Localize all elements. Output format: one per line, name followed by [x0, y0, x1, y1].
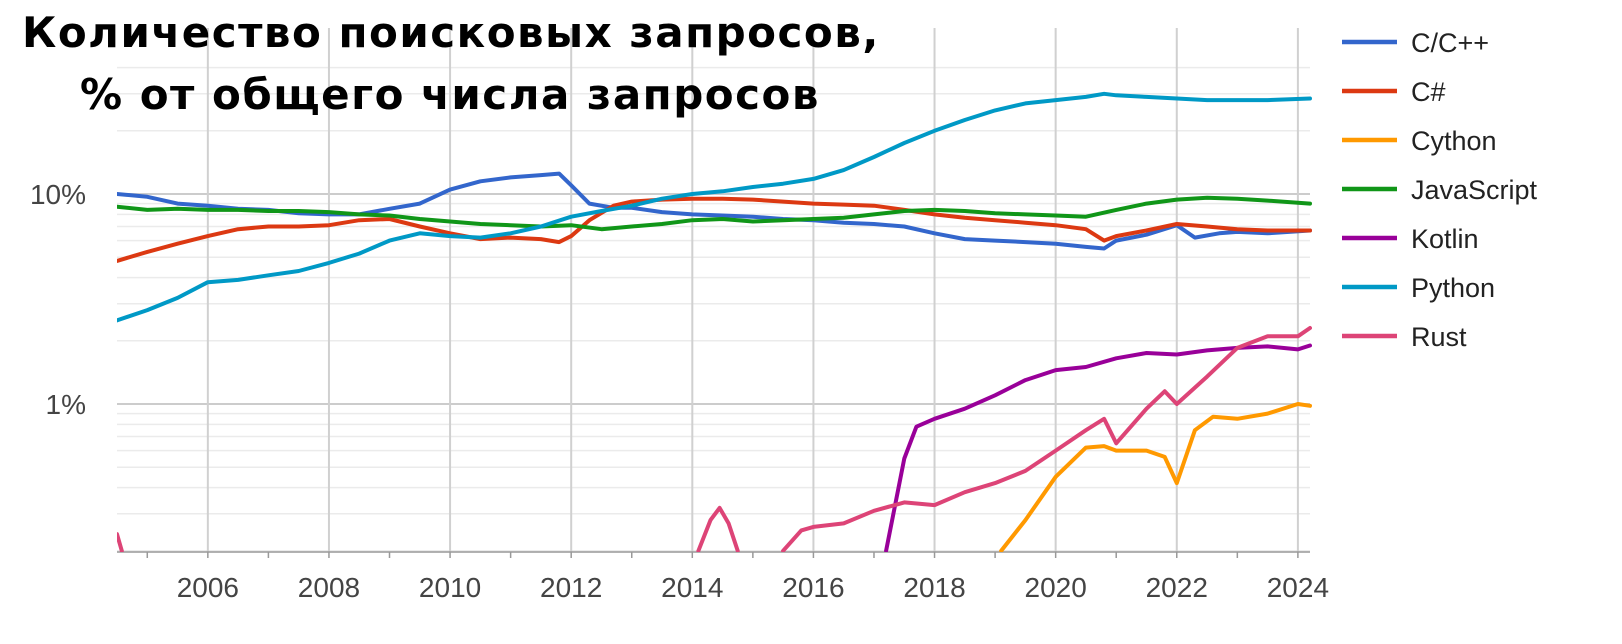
legend-label-c: C#	[1411, 77, 1446, 107]
x-tick-label: 2016	[782, 572, 844, 603]
series-line-rust	[696, 505, 740, 552]
y-tick-label: 1%	[46, 389, 86, 420]
legend-label-c-c: C/C++	[1411, 28, 1489, 58]
y-tick-label: 10%	[30, 179, 86, 210]
legend-label-javascript: JavaScript	[1411, 175, 1538, 205]
axes: 2006 2008 2010 2012 2014 2016 2018 2020 2022 2024…	[30, 179, 1329, 603]
legend-label-cython: Cython	[1411, 126, 1497, 156]
legend-label-kotlin: Kotlin	[1411, 224, 1479, 254]
series-line-javascript	[117, 195, 1312, 232]
series-line-c	[117, 196, 1312, 263]
x-tick-label: 2024	[1267, 572, 1329, 603]
series-line-rust	[781, 326, 1312, 552]
chart-title-line-1: Количество поисковых запросов,	[22, 8, 880, 57]
x-tick-label: 2014	[661, 572, 723, 603]
x-tick-label: 2012	[540, 572, 602, 603]
x-tick-label: 2010	[419, 572, 481, 603]
series-line-cython	[999, 402, 1312, 552]
x-tick-label: 2020	[1025, 572, 1087, 603]
x-tick-label: 2006	[177, 572, 239, 603]
series-line-kotlin	[884, 343, 1312, 552]
x-tick-label: 2008	[298, 572, 360, 603]
series-line-python	[117, 91, 1312, 323]
x-tick-label: 2018	[903, 572, 965, 603]
plot-lines	[117, 91, 1312, 552]
legend-label-rust: Rust	[1411, 322, 1467, 352]
chart-title-line-2: % от общего числа запросов	[80, 70, 820, 119]
legend-label-python: Python	[1411, 273, 1495, 303]
legend: C/C++ C# Cython JavaScript Kotlin Python Rust	[1342, 28, 1538, 352]
series-line-rust	[117, 532, 124, 552]
x-tick-label: 2022	[1146, 572, 1208, 603]
